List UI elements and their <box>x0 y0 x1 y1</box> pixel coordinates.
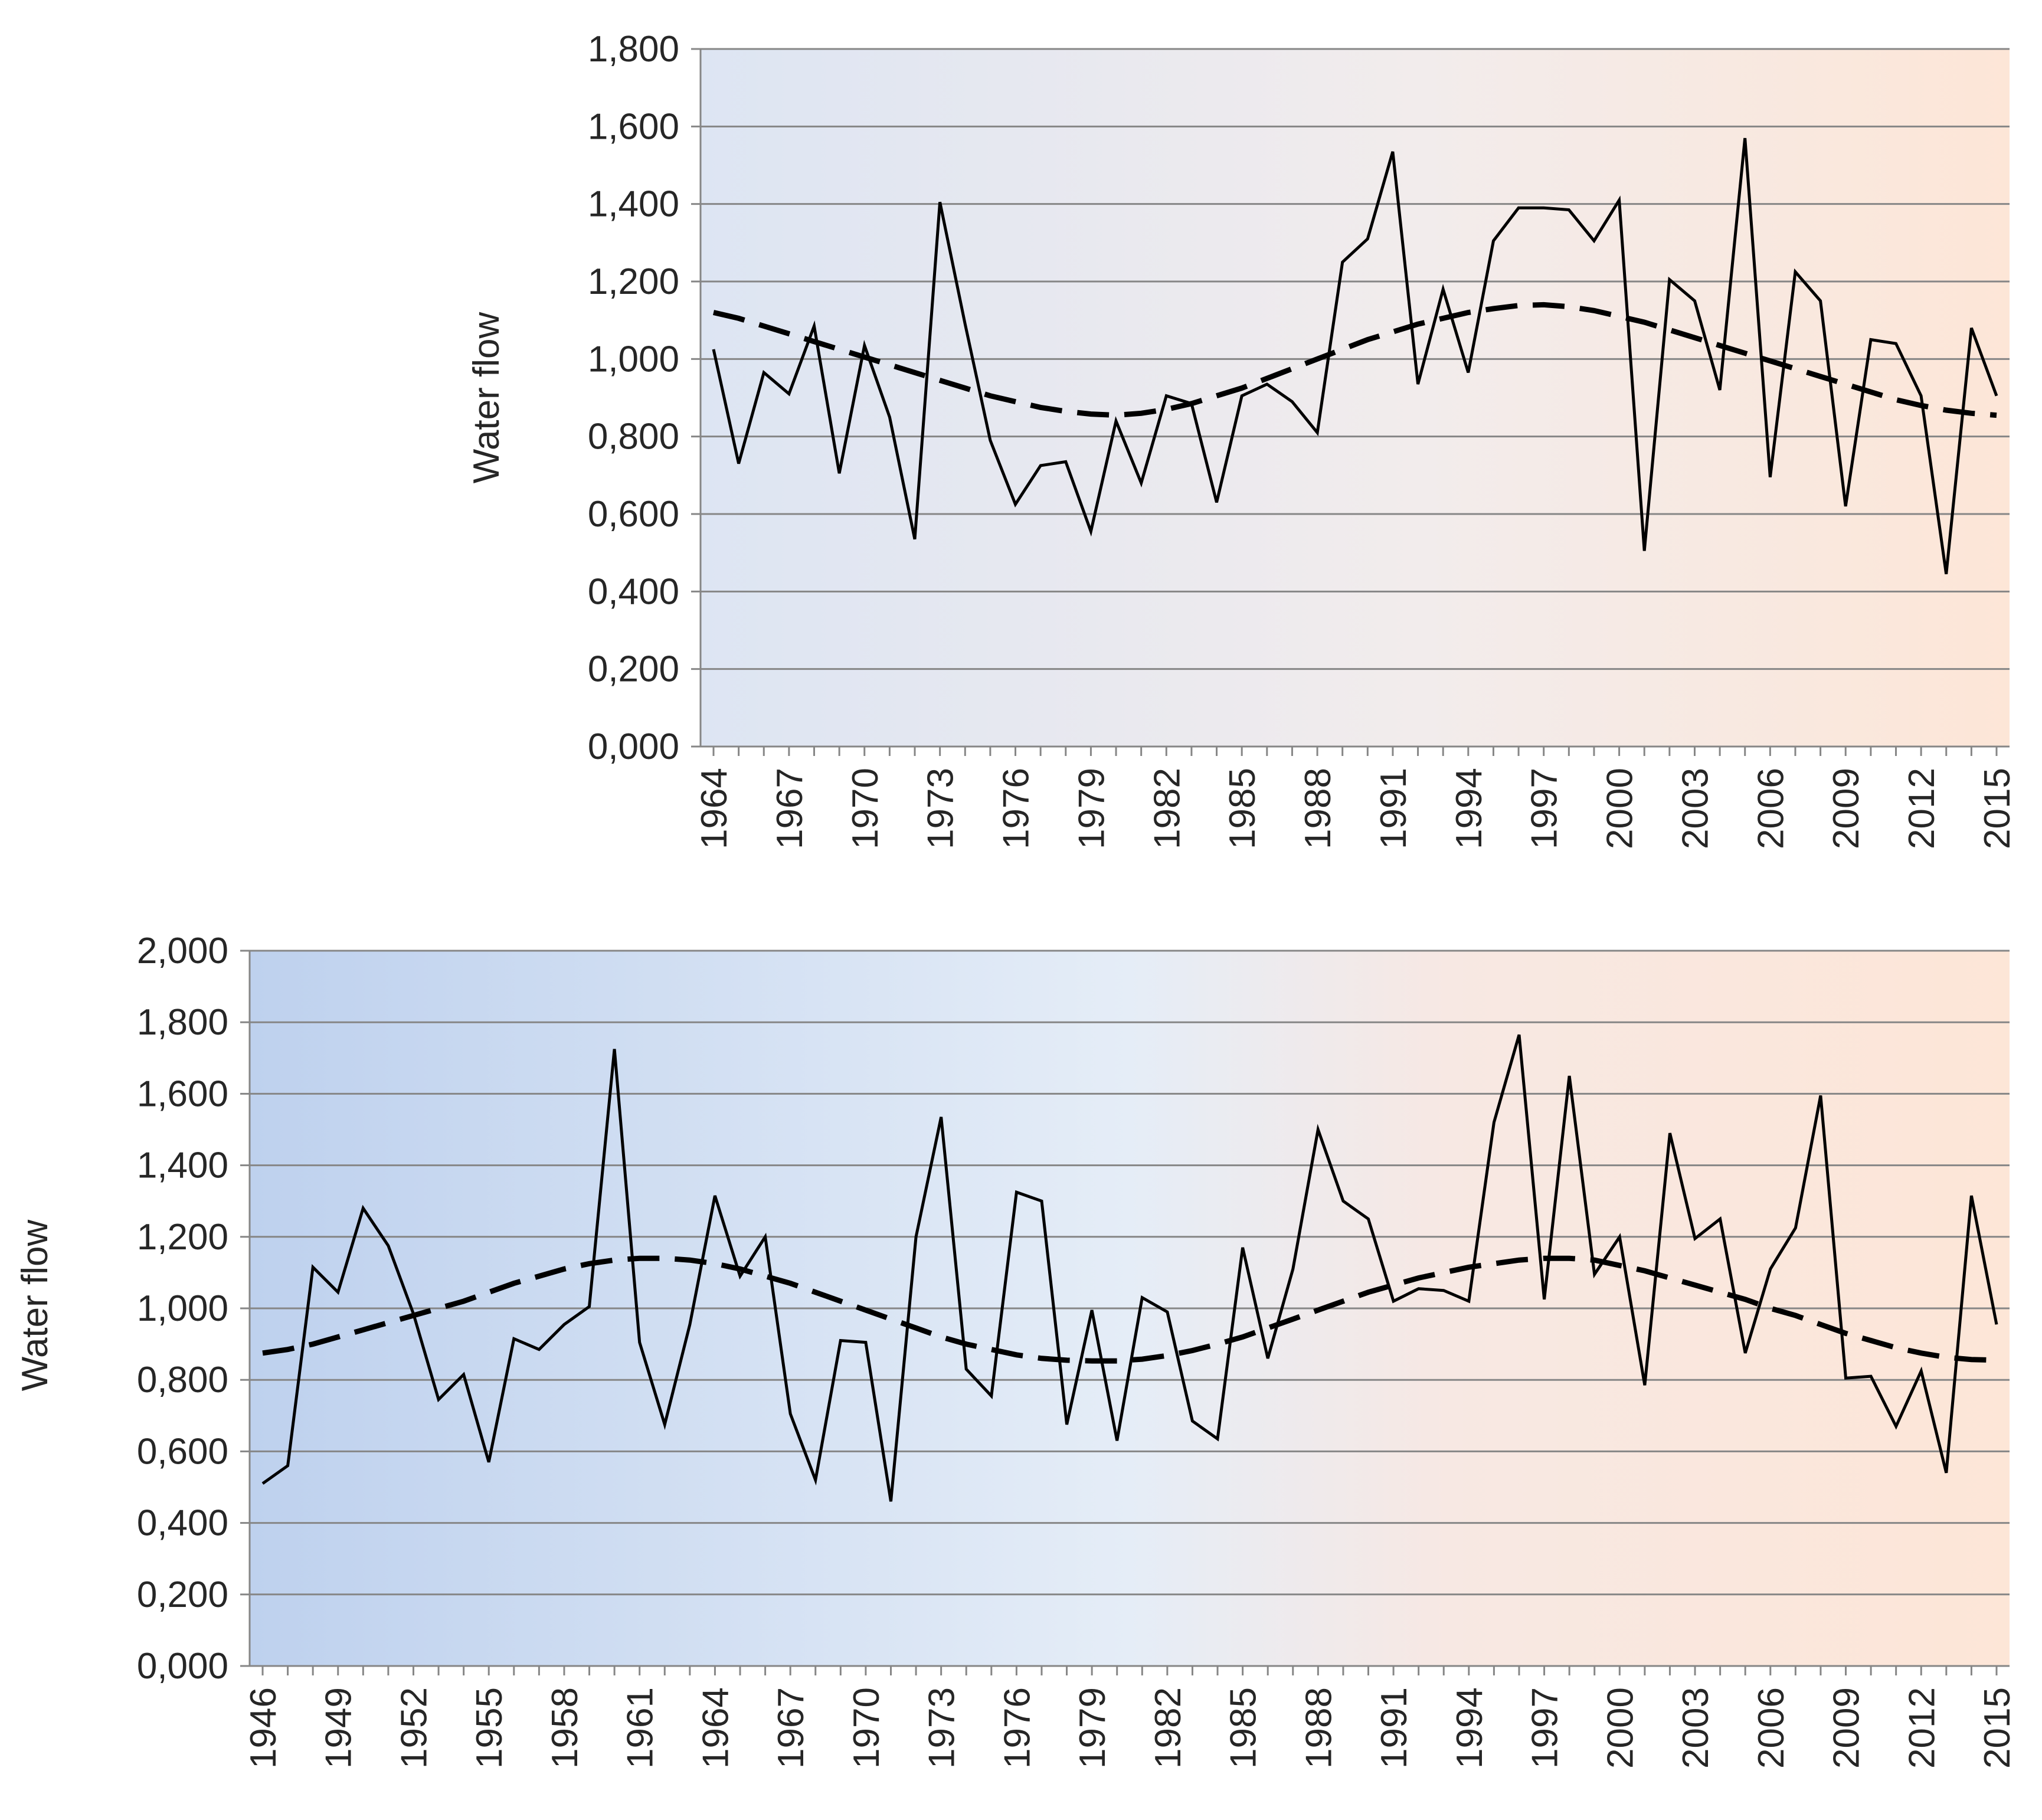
x-tick-label-bottom: 2012 <box>1902 1687 1942 1769</box>
flow-line-bottom <box>261 1034 1998 1502</box>
x-tick-label-top: 1994 <box>1449 768 1490 849</box>
series-top <box>712 138 1998 575</box>
x-tick-label-bottom: 1958 <box>545 1687 585 1769</box>
x-tick-label-top: 1985 <box>1222 768 1263 849</box>
x-tick-label-top: 1964 <box>694 768 735 849</box>
y-tick-label-top: 1,400 <box>588 184 679 225</box>
x-tick-label-top: 2015 <box>1977 768 2018 849</box>
chart-top: 0,000 0,200 0,400 0,600 0,800 1,000 1,200 1,400… <box>466 29 2018 849</box>
x-tick-label-bottom: 1985 <box>1223 1687 1264 1769</box>
y-tick-label-top: 1,800 <box>588 29 679 70</box>
x-axis-top: 1964 1967 1970 1973 1976 1979 1982 1985 1988 1991… <box>694 745 2018 849</box>
x-tick-label-top: 1991 <box>1373 768 1414 849</box>
x-tick-label-top: 2009 <box>1826 768 1867 849</box>
y-tick-label-top: 0,800 <box>588 417 679 457</box>
x-tick-label-bottom: 1991 <box>1374 1687 1415 1769</box>
y-tick-label-top: 1,000 <box>588 339 679 379</box>
x-tick-label-top: 1979 <box>1071 768 1112 849</box>
x-tick-label-top: 2006 <box>1750 768 1791 849</box>
y-axis-title-bottom: Water flow <box>15 1220 55 1392</box>
y-tick-label-bottom: 1,200 <box>137 1217 228 1258</box>
x-tick-label-bottom: 1946 <box>243 1687 284 1769</box>
x-tick-label-top: 1970 <box>845 768 886 849</box>
y-tick-label-bottom: 0,800 <box>137 1360 228 1400</box>
trend-line-bottom <box>262 1255 1997 1364</box>
x-axis-bottom: 1946 1949 1952 1955 1958 1961 1964 1967 1970 1973… <box>243 1665 2018 1769</box>
x-tick-label-bottom: 1967 <box>771 1687 811 1769</box>
y-tick-label-top: 1,200 <box>588 261 679 302</box>
y-tick-label-bottom: 0,400 <box>137 1503 228 1544</box>
y-tick-label-top: 0,000 <box>588 726 679 767</box>
y-tick-label-bottom: 0,600 <box>137 1431 228 1472</box>
x-tick-label-bottom: 2009 <box>1827 1687 1867 1769</box>
x-tick-label-top: 1982 <box>1147 768 1187 849</box>
x-tick-label-bottom: 2006 <box>1751 1687 1792 1769</box>
x-tick-label-bottom: 1952 <box>394 1687 434 1769</box>
y-tick-label-top: 0,400 <box>588 571 679 612</box>
x-tick-label-bottom: 1988 <box>1298 1687 1339 1769</box>
x-tick-label-bottom: 1979 <box>1072 1687 1113 1769</box>
x-tick-label-bottom: 2015 <box>1977 1687 2018 1769</box>
y-tick-label-top: 0,600 <box>588 494 679 535</box>
series-bottom <box>261 1034 1998 1502</box>
y-tick-label-bottom: 1,800 <box>137 1002 228 1043</box>
x-tick-label-top: 1988 <box>1298 768 1339 849</box>
x-tick-label-bottom: 1949 <box>319 1687 359 1769</box>
gridlines-top <box>701 48 2010 670</box>
y-tick-label-bottom: 1,000 <box>137 1288 228 1329</box>
x-tick-label-bottom: 1997 <box>1525 1687 1566 1769</box>
x-tick-label-bottom: 1961 <box>620 1687 661 1769</box>
x-tick-label-top: 2000 <box>1600 768 1641 849</box>
trend-line-top <box>712 302 1997 418</box>
x-tick-label-top: 1997 <box>1524 768 1565 849</box>
x-tick-label-bottom: 1973 <box>922 1687 963 1769</box>
x-tick-label-bottom: 1976 <box>997 1687 1038 1769</box>
plot-area-top <box>701 49 2010 747</box>
y-tick-label-bottom: 1,400 <box>137 1145 228 1186</box>
x-tick-label-top: 2003 <box>1675 768 1716 849</box>
y-tick-label-top: 1,600 <box>588 106 679 147</box>
x-tick-label-top: 2012 <box>1902 768 1942 849</box>
x-tick-label-bottom: 2000 <box>1600 1687 1641 1769</box>
x-tick-label-bottom: 1982 <box>1148 1687 1189 1769</box>
chart-bottom: 0,000 0,200 0,400 0,600 0,800 1,000 1,200 1,400… <box>15 931 2018 1769</box>
x-tick-label-bottom: 2003 <box>1676 1687 1716 1769</box>
x-tick-label-bottom: 1955 <box>469 1687 510 1769</box>
x-tick-label-top: 1967 <box>770 768 810 849</box>
flow-line-top <box>712 138 1998 575</box>
x-tick-label-bottom: 1994 <box>1449 1687 1490 1769</box>
gridlines-bottom <box>250 950 2010 1596</box>
y-tick-label-top: 0,200 <box>588 649 679 690</box>
y-axis-bottom: 0,000 0,200 0,400 0,600 0,800 1,000 1,200 1,400… <box>137 931 251 1687</box>
y-tick-label-bottom: 0,000 <box>137 1646 228 1687</box>
x-tick-label-bottom: 1964 <box>695 1687 736 1769</box>
y-tick-label-bottom: 2,000 <box>137 931 228 971</box>
x-tick-label-bottom: 1970 <box>846 1687 887 1769</box>
y-axis-top: 0,000 0,200 0,400 0,600 0,800 1,000 1,200 1,400… <box>588 29 702 767</box>
x-tick-label-top: 1976 <box>996 768 1037 849</box>
y-axis-title-top: Water flow <box>466 312 507 484</box>
y-tick-label-bottom: 0,200 <box>137 1575 228 1615</box>
y-tick-label-bottom: 1,600 <box>137 1073 228 1114</box>
x-tick-label-top: 1973 <box>921 768 961 849</box>
